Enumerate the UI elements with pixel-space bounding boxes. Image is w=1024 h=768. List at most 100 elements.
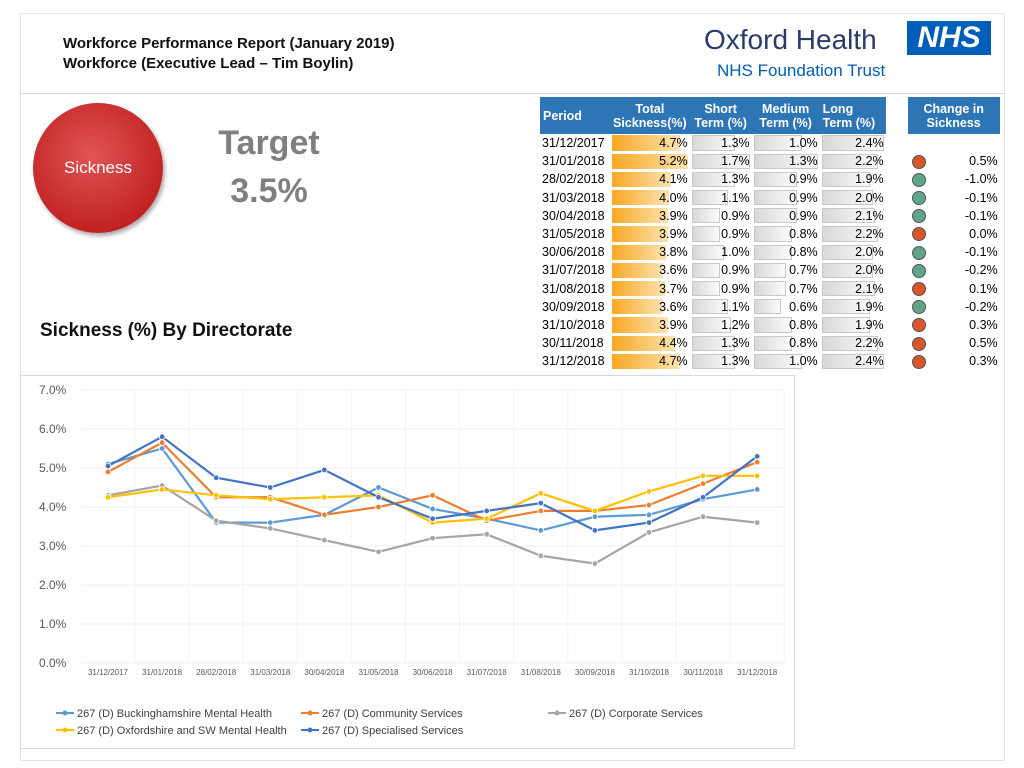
medium-cell: 1.0% [751,134,820,153]
short-data-bar [691,171,736,188]
total-value: 3.9% [659,227,688,242]
data-point [483,515,490,522]
col-long[interactable]: Long Term (%) [819,97,886,134]
total-cell: 4.7% [610,134,690,153]
long-data-bar [821,226,879,242]
long-cell: 2.0% [819,243,886,262]
data-point [754,458,761,466]
total-data-bar [612,244,667,260]
short-value: 0.9% [721,281,750,296]
data-point [645,519,653,526]
short-cell: 1.3% [689,352,752,371]
col-total[interactable]: Total Sickness(%) [610,97,690,134]
status-green-icon [911,172,926,187]
total-data-bar [612,262,664,278]
change-value: 0.3% [969,354,998,369]
long-data-bar [821,262,873,278]
short-data-bar [691,244,725,260]
long-data-bar [821,353,884,369]
data-point [429,534,436,542]
period-cell: 31/08/2018 [540,279,610,299]
legend-marker [307,727,313,733]
x-tick-label: 31/12/2018 [737,668,778,677]
logo-subtitle: NHS Foundation Trust [717,61,886,80]
total-cell: 3.6% [610,261,690,281]
medium-data-bar [753,190,797,206]
total-value: 4.7% [659,354,688,369]
data-point [699,480,707,487]
spacer-cell [885,188,908,208]
data-point [158,433,166,440]
data-point [699,494,707,501]
data-point [537,490,544,497]
period-cell: 30/06/2018 [540,243,610,262]
short-value: 1.3% [721,336,750,351]
kpi-label: Sickness [63,158,133,177]
long-value: 1.9% [855,172,884,187]
medium-cell: 0.6% [751,297,820,317]
short-value: 0.9% [721,208,750,223]
total-value: 4.7% [659,135,688,150]
medium-value: 0.8% [789,336,818,351]
x-tick-label: 28/02/2018 [196,668,237,677]
legend-marker [307,710,313,716]
medium-cell: 0.8% [751,315,820,335]
total-cell: 3.9% [610,206,690,226]
spacer-cell [885,206,908,226]
data-point [104,468,112,476]
data-point [375,484,382,491]
short-data-bar [691,317,732,333]
col-spacer [885,97,908,134]
period-cell: 31/01/2018 [540,152,610,171]
table-row: 31/05/2018 3.9% 0.9% 0.8% 2.2% 0.0% [540,224,1000,244]
status-red-icon [911,154,926,169]
change-cell: -0.2% [907,297,1000,317]
total-value: 4.1% [659,172,688,187]
short-cell: 1.2% [689,315,752,335]
data-point [267,495,274,503]
medium-data-bar [753,317,792,333]
short-cell: 1.0% [689,243,752,262]
col-change[interactable]: Change in Sickness [907,97,1000,134]
series-4 [104,433,761,534]
short-cell: 0.9% [689,224,752,244]
medium-cell: 0.7% [751,279,820,299]
x-tick-label: 31/08/2018 [521,668,562,677]
change-cell: -1.0% [907,170,1000,190]
series-3 [104,472,761,526]
long-data-bar [821,281,876,297]
total-cell: 3.6% [610,297,690,317]
report-subtitle: Workforce (Executive Lead – Tim Boylin) [63,55,354,72]
col-period[interactable]: Period [540,97,610,134]
y-tick-label: 6.0% [39,422,67,436]
long-value: 2.2% [855,336,884,351]
short-data-bar [691,153,750,169]
medium-value: 1.3% [789,154,818,169]
medium-cell: 1.3% [751,152,820,171]
short-data-bar [691,281,721,297]
col-short[interactable]: Short Term (%) [689,97,752,134]
long-data-bar [821,299,870,315]
spacer-cell [885,352,908,371]
long-data-bar [821,317,870,333]
col-medium[interactable]: Medium Term (%) [751,97,820,134]
chart-svg: 0.0% 1.0% 2.0% 3.0% 4.0% 5.0% 6.0% 7.0% 31/12/20… [39,383,785,737]
total-value: 3.9% [659,208,688,223]
short-data-bar [691,299,728,315]
long-cell: 2.4% [819,352,886,371]
series-2 [104,482,761,567]
medium-cell: 0.8% [751,334,820,353]
change-value: -0.1% [965,190,998,205]
total-value: 3.9% [659,317,688,332]
table-row: 30/11/2018 4.4% 1.3% 0.8% 2.2% 0.5% [540,334,1000,353]
spacer-cell [885,243,908,262]
short-value: 1.7% [721,154,750,169]
status-green-icon [911,263,926,278]
long-data-bar [821,244,873,260]
x-tick-label: 30/09/2018 [575,668,616,677]
short-value: 1.1% [721,190,750,205]
total-cell: 4.4% [610,334,690,353]
period-cell: 31/12/2018 [540,352,610,371]
long-cell: 2.2% [819,334,886,353]
y-tick-label: 7.0% [39,383,67,397]
